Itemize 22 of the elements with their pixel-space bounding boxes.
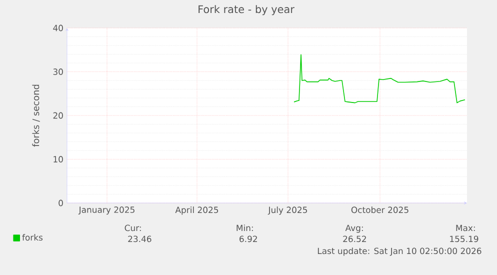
x-tick-label: July 2025 [268,206,307,215]
x-tick-label: January 2025 [78,206,134,215]
text: 6.92 [240,236,257,242]
x-tick-label: October 2025 [351,206,408,214]
chart-title: Fork rate - by year [198,5,294,16]
legend-label: forks [22,234,43,241]
y-axis-title: forks / second [32,84,40,147]
text: Avg: [345,224,363,233]
text: Cur: [124,224,141,232]
text: 155.19 [450,236,478,242]
y-tick-label: 10 [54,156,63,162]
y-tick-label: 20 [53,112,63,119]
text: Max: [456,224,475,232]
line-series [294,54,466,104]
text: 23.46 [128,236,152,242]
y-tick-label: 30 [53,68,63,75]
x-tick-label: April 2025 [175,206,218,215]
text: Last update: Sat Jan 10 02:50:00 2026 [318,248,482,256]
y-tick-label: 40 [53,24,63,32]
text: Min: [236,224,253,231]
text: 26.52 [343,236,366,242]
y-tick-label: 0 [58,200,63,206]
